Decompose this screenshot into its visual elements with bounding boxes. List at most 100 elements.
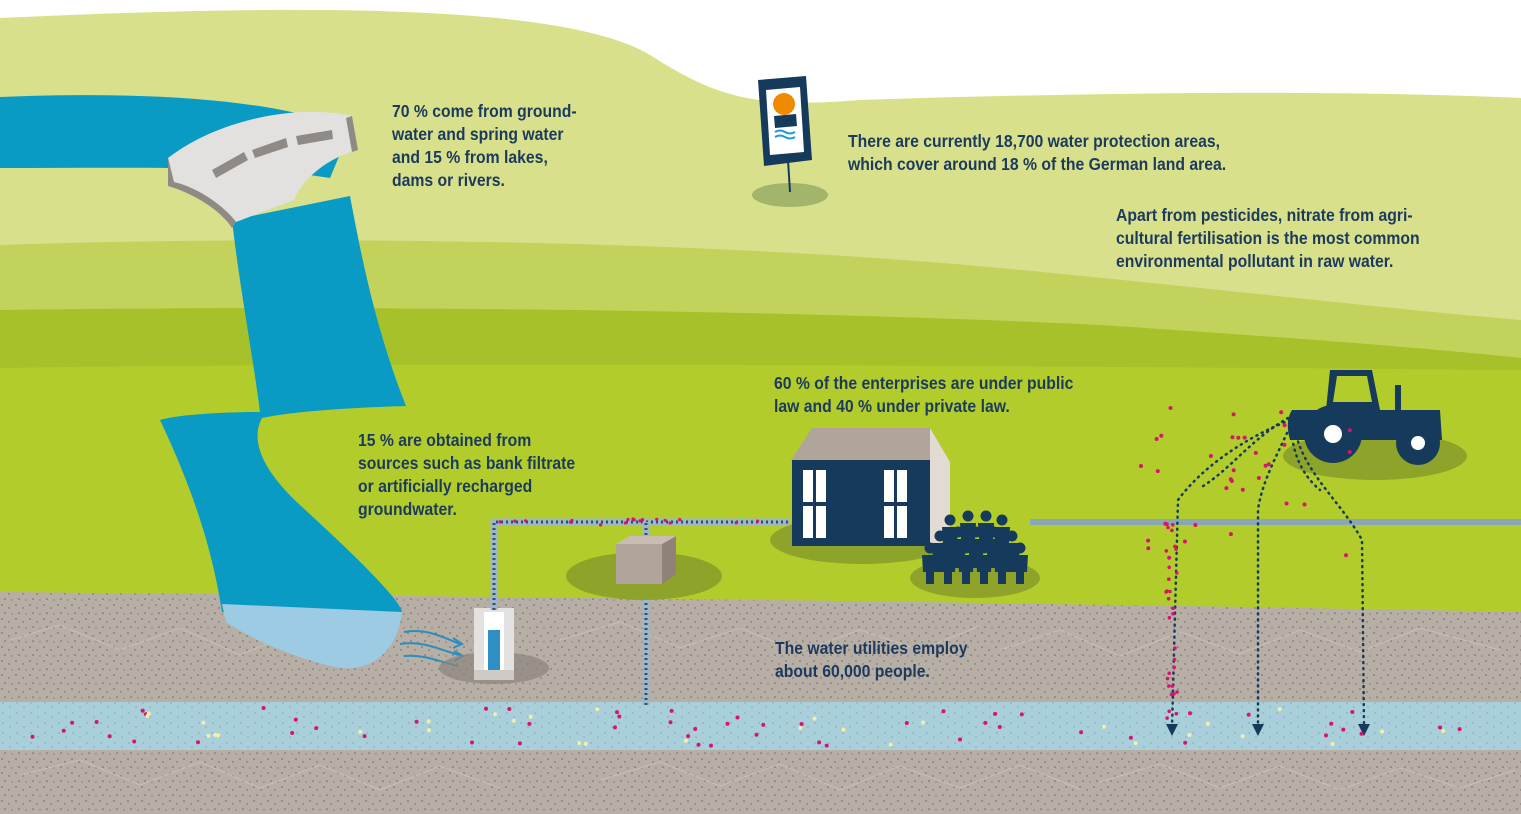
particle <box>1341 727 1346 732</box>
nitrate-line-1: Apart from pesticides, nitrate from agri… <box>1116 205 1413 225</box>
particle <box>1266 462 1271 467</box>
particle <box>599 523 603 527</box>
particle <box>1172 665 1176 670</box>
particle <box>427 728 431 733</box>
particle <box>1224 486 1229 491</box>
particle <box>1344 553 1348 558</box>
particle <box>631 517 635 521</box>
particle <box>1166 525 1170 530</box>
particle <box>362 734 367 739</box>
particle <box>290 731 295 735</box>
particle <box>754 732 759 737</box>
particle <box>1193 523 1198 527</box>
particle <box>1279 410 1284 415</box>
particle <box>1167 615 1172 620</box>
particle <box>206 733 211 738</box>
particle <box>1438 725 1443 730</box>
enterprises-line-1: 60 % of the enterprises are under public <box>774 373 1074 393</box>
particle <box>761 722 766 727</box>
enterprises-annotation: 60 % of the enterprises are under public… <box>774 372 1073 418</box>
particle <box>507 707 512 711</box>
particle <box>1146 546 1151 551</box>
particle <box>655 517 659 521</box>
waterworks-building-icon <box>790 428 950 546</box>
particle <box>756 519 760 523</box>
particle <box>1187 732 1192 737</box>
particle <box>1171 612 1175 616</box>
main-field <box>0 364 1521 620</box>
particle <box>414 719 419 724</box>
particle <box>1172 657 1177 662</box>
particle <box>1167 577 1171 581</box>
particle <box>1182 539 1187 544</box>
particle <box>568 520 573 524</box>
particle <box>993 711 998 716</box>
particle <box>663 518 667 522</box>
particle <box>997 725 1002 729</box>
bank-filtrate-line-2: sources such as bank filtrate <box>358 453 576 473</box>
particle <box>1205 721 1210 726</box>
person-icon <box>940 542 956 584</box>
particle <box>841 727 846 732</box>
particle <box>1159 433 1164 438</box>
particle <box>1228 532 1233 537</box>
particle <box>94 720 99 724</box>
particle <box>1170 528 1174 533</box>
particle <box>613 725 617 730</box>
particle <box>1282 423 1287 428</box>
particle <box>1172 692 1176 696</box>
particle <box>595 707 600 712</box>
particle <box>1139 464 1143 468</box>
particle <box>725 721 730 726</box>
particle <box>734 521 738 525</box>
particle <box>798 726 803 730</box>
well-icon <box>474 608 514 680</box>
particle <box>683 738 688 743</box>
particle <box>668 521 672 525</box>
particle <box>216 733 221 738</box>
seepage-arrowheads <box>1166 724 1370 736</box>
sources-line-2: water and spring water <box>392 124 564 144</box>
particle <box>812 716 817 721</box>
employees-annotation: The water utilities employ about 60,000 … <box>775 637 968 683</box>
sources-line-4: dams or rivers. <box>392 170 505 190</box>
particle <box>517 741 522 746</box>
particle <box>1253 450 1258 455</box>
particle <box>201 720 206 725</box>
water-protection-sign-icon <box>758 76 812 193</box>
particle <box>1242 435 1247 440</box>
bank-filtrate-line-1: 15 % are obtained from <box>358 430 532 450</box>
particle <box>493 712 497 717</box>
particle <box>1208 454 1213 458</box>
particle <box>1240 734 1245 739</box>
particle <box>1240 487 1245 492</box>
particle <box>527 721 532 726</box>
employees-line-1: The water utilities employ <box>775 638 968 658</box>
particle <box>470 740 474 745</box>
particle <box>107 734 112 739</box>
particle <box>1155 469 1160 474</box>
tractor-icon <box>1287 370 1442 465</box>
dam-icon <box>168 111 358 228</box>
particle <box>146 711 151 716</box>
particle <box>1165 522 1169 526</box>
particle <box>1167 684 1171 688</box>
particle <box>1175 571 1179 575</box>
person-icon <box>958 542 974 584</box>
particle <box>314 726 319 731</box>
particle <box>1174 711 1179 716</box>
particle <box>640 518 645 522</box>
particle <box>617 714 622 719</box>
particle <box>1019 712 1024 717</box>
particle <box>498 520 502 524</box>
particle <box>1228 477 1233 482</box>
particle <box>30 734 35 739</box>
particle <box>1236 435 1241 440</box>
enterprises-line-2: law and 40 % under private law. <box>774 396 1010 416</box>
particle <box>1380 729 1384 734</box>
particle <box>583 741 588 746</box>
particle <box>669 708 674 713</box>
person-icon <box>922 542 938 584</box>
particle <box>426 719 431 724</box>
